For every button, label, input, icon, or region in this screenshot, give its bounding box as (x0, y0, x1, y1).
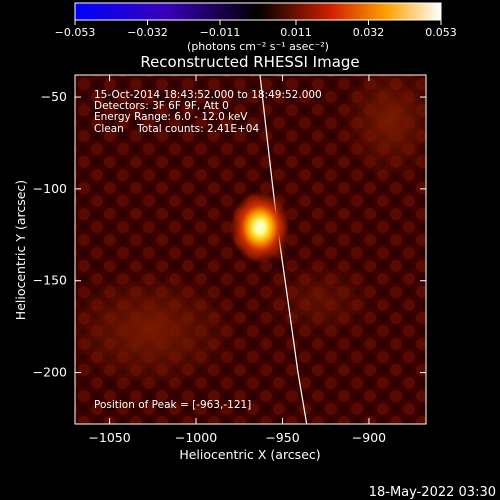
y-tick-label: −50 (41, 89, 67, 104)
peak-position-label: Position of Peak = [-963,-121] (94, 399, 251, 411)
colorbar-tick-label: 0.011 (280, 26, 312, 39)
heatmap-image (75, 75, 426, 424)
colorbar-tick-label: −0.032 (127, 26, 168, 39)
colorbar (74, 2, 442, 21)
info-box: 15-Oct-2014 18:43:52.000 to 18:49:52.000… (94, 89, 322, 135)
x-axis: −1050 −1000 −950 −900 (88, 75, 386, 445)
x-tick-label: −1000 (175, 430, 217, 445)
info-time-range: 15-Oct-2014 18:43:52.000 to 18:49:52.000 (94, 89, 322, 101)
footer-timestamp: 18-May-2022 03:30 (369, 485, 496, 500)
colorbar-tick-label: 0.032 (353, 26, 385, 39)
colorbar-tick-label: 0.053 (425, 26, 457, 39)
peak-source (230, 191, 291, 264)
colorbar-ticks: −0.053 −0.032 −0.011 0.011 0.032 0.053 (55, 20, 457, 39)
solar-limb-curve (259, 75, 308, 424)
info-energy-range: Energy Range: 6.0 - 12.0 keV (94, 111, 248, 123)
colorbar-units-label: (photons cm⁻² s⁻¹ asec⁻²) (187, 40, 329, 53)
y-axis: −50 −100 −150 −200 (33, 89, 426, 380)
peak-source-blob (230, 191, 291, 264)
info-detectors: Detectors: 3F 6F 9F, Att 0 (94, 100, 229, 112)
y-tick-label: −200 (33, 365, 67, 380)
colorbar-tick-label: −0.011 (200, 26, 241, 39)
chart-title: Reconstructed RHESSI Image (140, 53, 359, 71)
y-tick-label: −150 (33, 273, 67, 288)
colorbar-tick-label: −0.053 (55, 26, 96, 39)
plot-frame (74, 74, 427, 425)
y-axis-label: Heliocentric Y (arcsec) (13, 180, 28, 320)
info-clean-counts: Clean Total counts: 2.41E+04 (94, 123, 259, 135)
x-tick-label: −950 (265, 430, 299, 445)
x-axis-label: Heliocentric X (arcsec) (179, 447, 320, 462)
y-tick-label: −100 (33, 181, 67, 196)
x-tick-label: −900 (352, 430, 386, 445)
x-tick-label: −1050 (88, 430, 130, 445)
